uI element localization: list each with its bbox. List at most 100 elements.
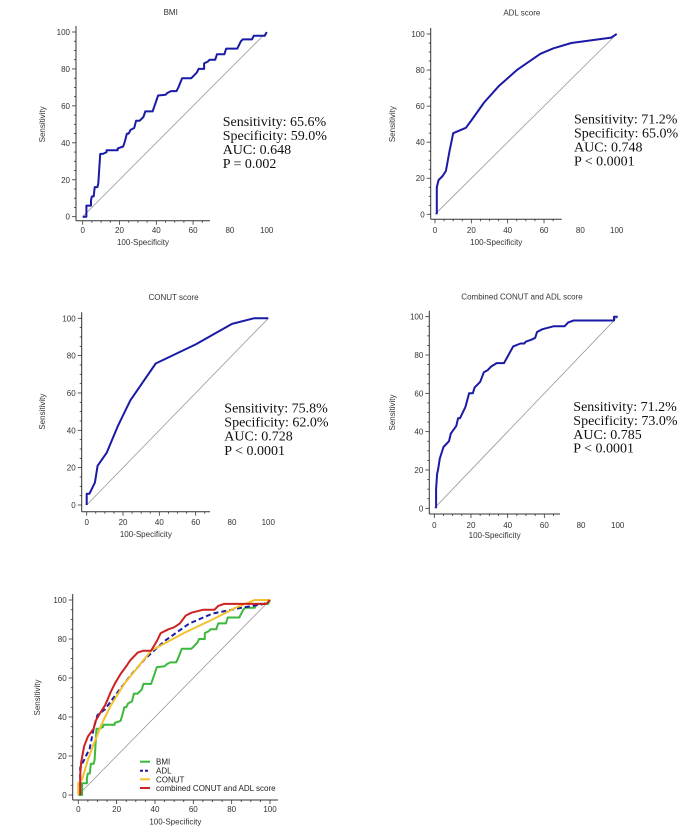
x-tick-label: 40 <box>151 805 160 814</box>
y-tick-label: 20 <box>58 752 67 761</box>
x-tick-label: 20 <box>119 518 128 527</box>
y-axis-label: Sensitivity <box>33 679 42 715</box>
x-tick-label: 0 <box>84 518 89 527</box>
y-tick-label: 100 <box>410 313 424 322</box>
y-axis-label: Sensitivity <box>38 394 47 430</box>
stat-label: P = 0.002 <box>223 157 277 172</box>
y-tick-label: 60 <box>414 389 423 398</box>
stat-label: Specificity: 59.0% <box>223 129 328 144</box>
y-tick-label: 20 <box>67 464 76 473</box>
y-tick-label: 40 <box>414 428 423 437</box>
legend-label: CONUT <box>156 775 185 784</box>
roc-chart-3: 0 20 40 60 80 100 0 20 40 60 80 100 CONUT score 100-S… <box>38 293 329 539</box>
roc-curve-adl <box>435 33 618 215</box>
x-tick-label: 100 <box>610 226 624 235</box>
y-tick-label: 60 <box>416 102 425 111</box>
y-tick-label: 80 <box>58 635 67 644</box>
y-tick-label: 0 <box>62 791 67 800</box>
y-tick-label: 80 <box>414 351 423 360</box>
stat-label: Specificity: 62.0% <box>224 416 329 431</box>
roc-curve-conut <box>85 317 269 505</box>
y-tick-label: 80 <box>67 352 76 361</box>
x-tick-label: 40 <box>503 521 512 530</box>
stat-label: AUC: 0.748 <box>574 141 642 156</box>
y-tick-label: 0 <box>66 213 71 222</box>
y-tick-label: 80 <box>61 65 70 74</box>
roc-curve-bmi <box>78 599 271 796</box>
x-tick-label: 80 <box>577 521 586 530</box>
y-tick-label: 20 <box>414 466 423 475</box>
x-tick-label: 60 <box>189 226 198 235</box>
x-tick-label: 80 <box>227 805 236 814</box>
chart-title: BMI <box>164 8 178 17</box>
roc-chart-2: 0 20 40 60 80 100 0 20 40 60 80 100 ADL score 100-Spe… <box>388 9 679 247</box>
x-axis-label: 100-Specificity <box>117 238 169 247</box>
x-tick-label: 60 <box>191 518 200 527</box>
roc-curve-bmi <box>82 31 268 218</box>
chart-title: ADL score <box>503 9 541 18</box>
y-tick-label: 40 <box>61 139 70 148</box>
x-axis-label: 100-Specificity <box>469 531 521 540</box>
y-tick-label: 40 <box>58 713 67 722</box>
x-tick-label: 0 <box>76 805 81 814</box>
x-tick-label: 100 <box>262 518 276 527</box>
y-axis-label: Sensitivity <box>388 394 397 430</box>
stat-label: Sensitivity: 71.2% <box>574 112 678 127</box>
y-tick-label: 0 <box>420 210 425 219</box>
y-tick-label: 20 <box>416 174 425 183</box>
y-tick-label: 80 <box>416 66 425 75</box>
reference-line <box>434 316 618 509</box>
x-axis-label: 100-Specificity <box>120 530 172 539</box>
stat-label: Specificity: 73.0% <box>573 414 678 429</box>
stat-label: Sensitivity: 75.8% <box>224 402 328 417</box>
stat-label: P < 0.0001 <box>573 442 634 457</box>
roc-chart-1: 0 20 40 60 80 100 0 20 40 60 80 100 BMI 100-Specifici… <box>38 8 327 247</box>
legend-label: ADL <box>156 767 172 776</box>
x-axis-label: 100-Specificity <box>149 818 201 827</box>
y-tick-label: 60 <box>58 674 67 683</box>
roc-chart-4: 0 20 40 60 80 100 0 20 40 60 80 100 Combined CONUT a… <box>388 292 678 540</box>
stat-label: Sensitivity: 71.2% <box>573 400 677 415</box>
x-tick-label: 100 <box>263 805 277 814</box>
reference-line <box>78 599 271 796</box>
x-axis-label: 100-Specificity <box>470 238 522 247</box>
y-tick-label: 60 <box>61 102 70 111</box>
legend-label: BMI <box>156 758 170 767</box>
y-tick-label: 100 <box>53 596 67 605</box>
x-tick-label: 40 <box>503 226 512 235</box>
chart-title: CONUT score <box>148 293 199 302</box>
x-tick-label: 20 <box>467 226 476 235</box>
stat-label: Sensitivity: 65.6% <box>223 115 327 130</box>
roc-chart-5: 0 20 40 60 80 100 0 20 40 60 80 100 100-Specificity S… <box>33 594 278 827</box>
stat-label: P < 0.0001 <box>224 444 285 459</box>
x-tick-label: 20 <box>115 226 124 235</box>
y-tick-label: 100 <box>62 314 76 323</box>
y-axis-label: Sensitivity <box>388 106 397 142</box>
stat-label: AUC: 0.648 <box>223 143 291 158</box>
x-tick-label: 20 <box>112 805 121 814</box>
y-tick-label: 60 <box>67 389 76 398</box>
y-tick-label: 100 <box>411 30 425 39</box>
x-tick-label: 60 <box>189 805 198 814</box>
x-tick-label: 80 <box>225 226 234 235</box>
y-axis-label: Sensitivity <box>38 106 47 142</box>
y-tick-label: 20 <box>61 176 70 185</box>
stat-label: P < 0.0001 <box>574 155 635 170</box>
x-tick-label: 0 <box>433 226 438 235</box>
stat-label: Specificity: 65.0% <box>574 127 679 142</box>
y-tick-label: 0 <box>419 504 424 513</box>
y-tick-label: 100 <box>57 28 71 37</box>
chart-title: Combined CONUT and ADL score <box>461 292 583 301</box>
stat-label: AUC: 0.785 <box>573 428 641 443</box>
x-tick-label: 60 <box>540 226 549 235</box>
reference-line <box>82 31 267 217</box>
roc-curve-conut <box>77 599 270 795</box>
stat-label: AUC: 0.728 <box>224 430 292 445</box>
x-tick-label: 40 <box>155 518 164 527</box>
roc-curve-combined-conut-and-adl-score <box>79 599 271 795</box>
y-tick-label: 0 <box>71 501 76 510</box>
reference-line <box>86 318 269 506</box>
